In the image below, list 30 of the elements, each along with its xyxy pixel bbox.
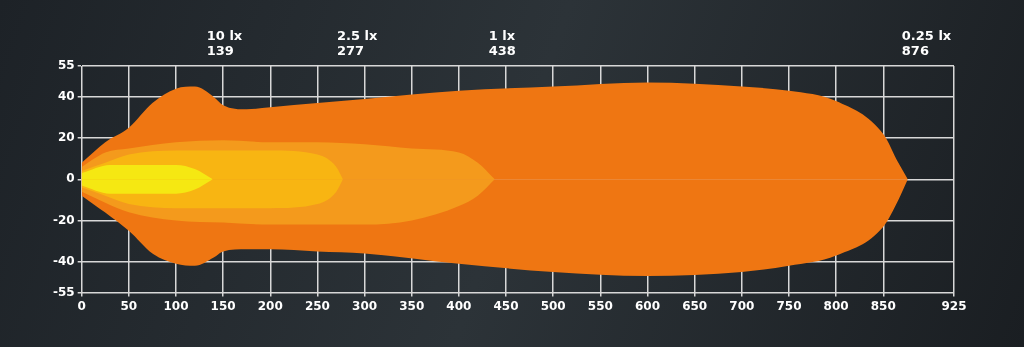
y-tick-label: 40 [57, 89, 75, 104]
x-tick-label: 0 [77, 298, 86, 313]
x-tick-label: 400 [446, 298, 472, 313]
text: 10 lx 139 [206, 28, 243, 58]
x-tick-label: 850 [870, 298, 896, 313]
y-tick-label: -55 [52, 284, 75, 299]
y-tick-label: -20 [52, 212, 75, 227]
x-tick-label: 200 [257, 298, 283, 313]
x-tick-label: 550 [587, 298, 613, 313]
y-tick-label: 20 [57, 130, 75, 145]
text: 0.25 lx 876 [901, 28, 952, 58]
x-tick-label: 700 [729, 298, 755, 313]
text: 1 lx 438 [488, 28, 516, 58]
x-tick-label: 100 [163, 298, 189, 313]
x-tick-label: 650 [682, 298, 708, 313]
text: 2.5 lx 277 [336, 28, 378, 58]
y-tick-label: -40 [52, 253, 75, 268]
x-tick-label: 800 [823, 298, 849, 313]
x-tick-label: 500 [540, 298, 566, 313]
x-tick-label: 250 [304, 298, 330, 313]
x-tick-label: 925 [941, 298, 967, 313]
y-tick-label: 55 [57, 58, 75, 73]
x-tick-label: 50 [120, 298, 138, 313]
x-tick-label: 300 [352, 298, 378, 313]
x-tick-label: 350 [399, 298, 425, 313]
x-tick-label: 450 [493, 298, 519, 313]
x-tick-label: 750 [776, 298, 802, 313]
x-tick-label: 600 [634, 298, 661, 313]
y-tick-label: 0 [66, 171, 75, 186]
x-tick-label: 150 [210, 298, 236, 313]
